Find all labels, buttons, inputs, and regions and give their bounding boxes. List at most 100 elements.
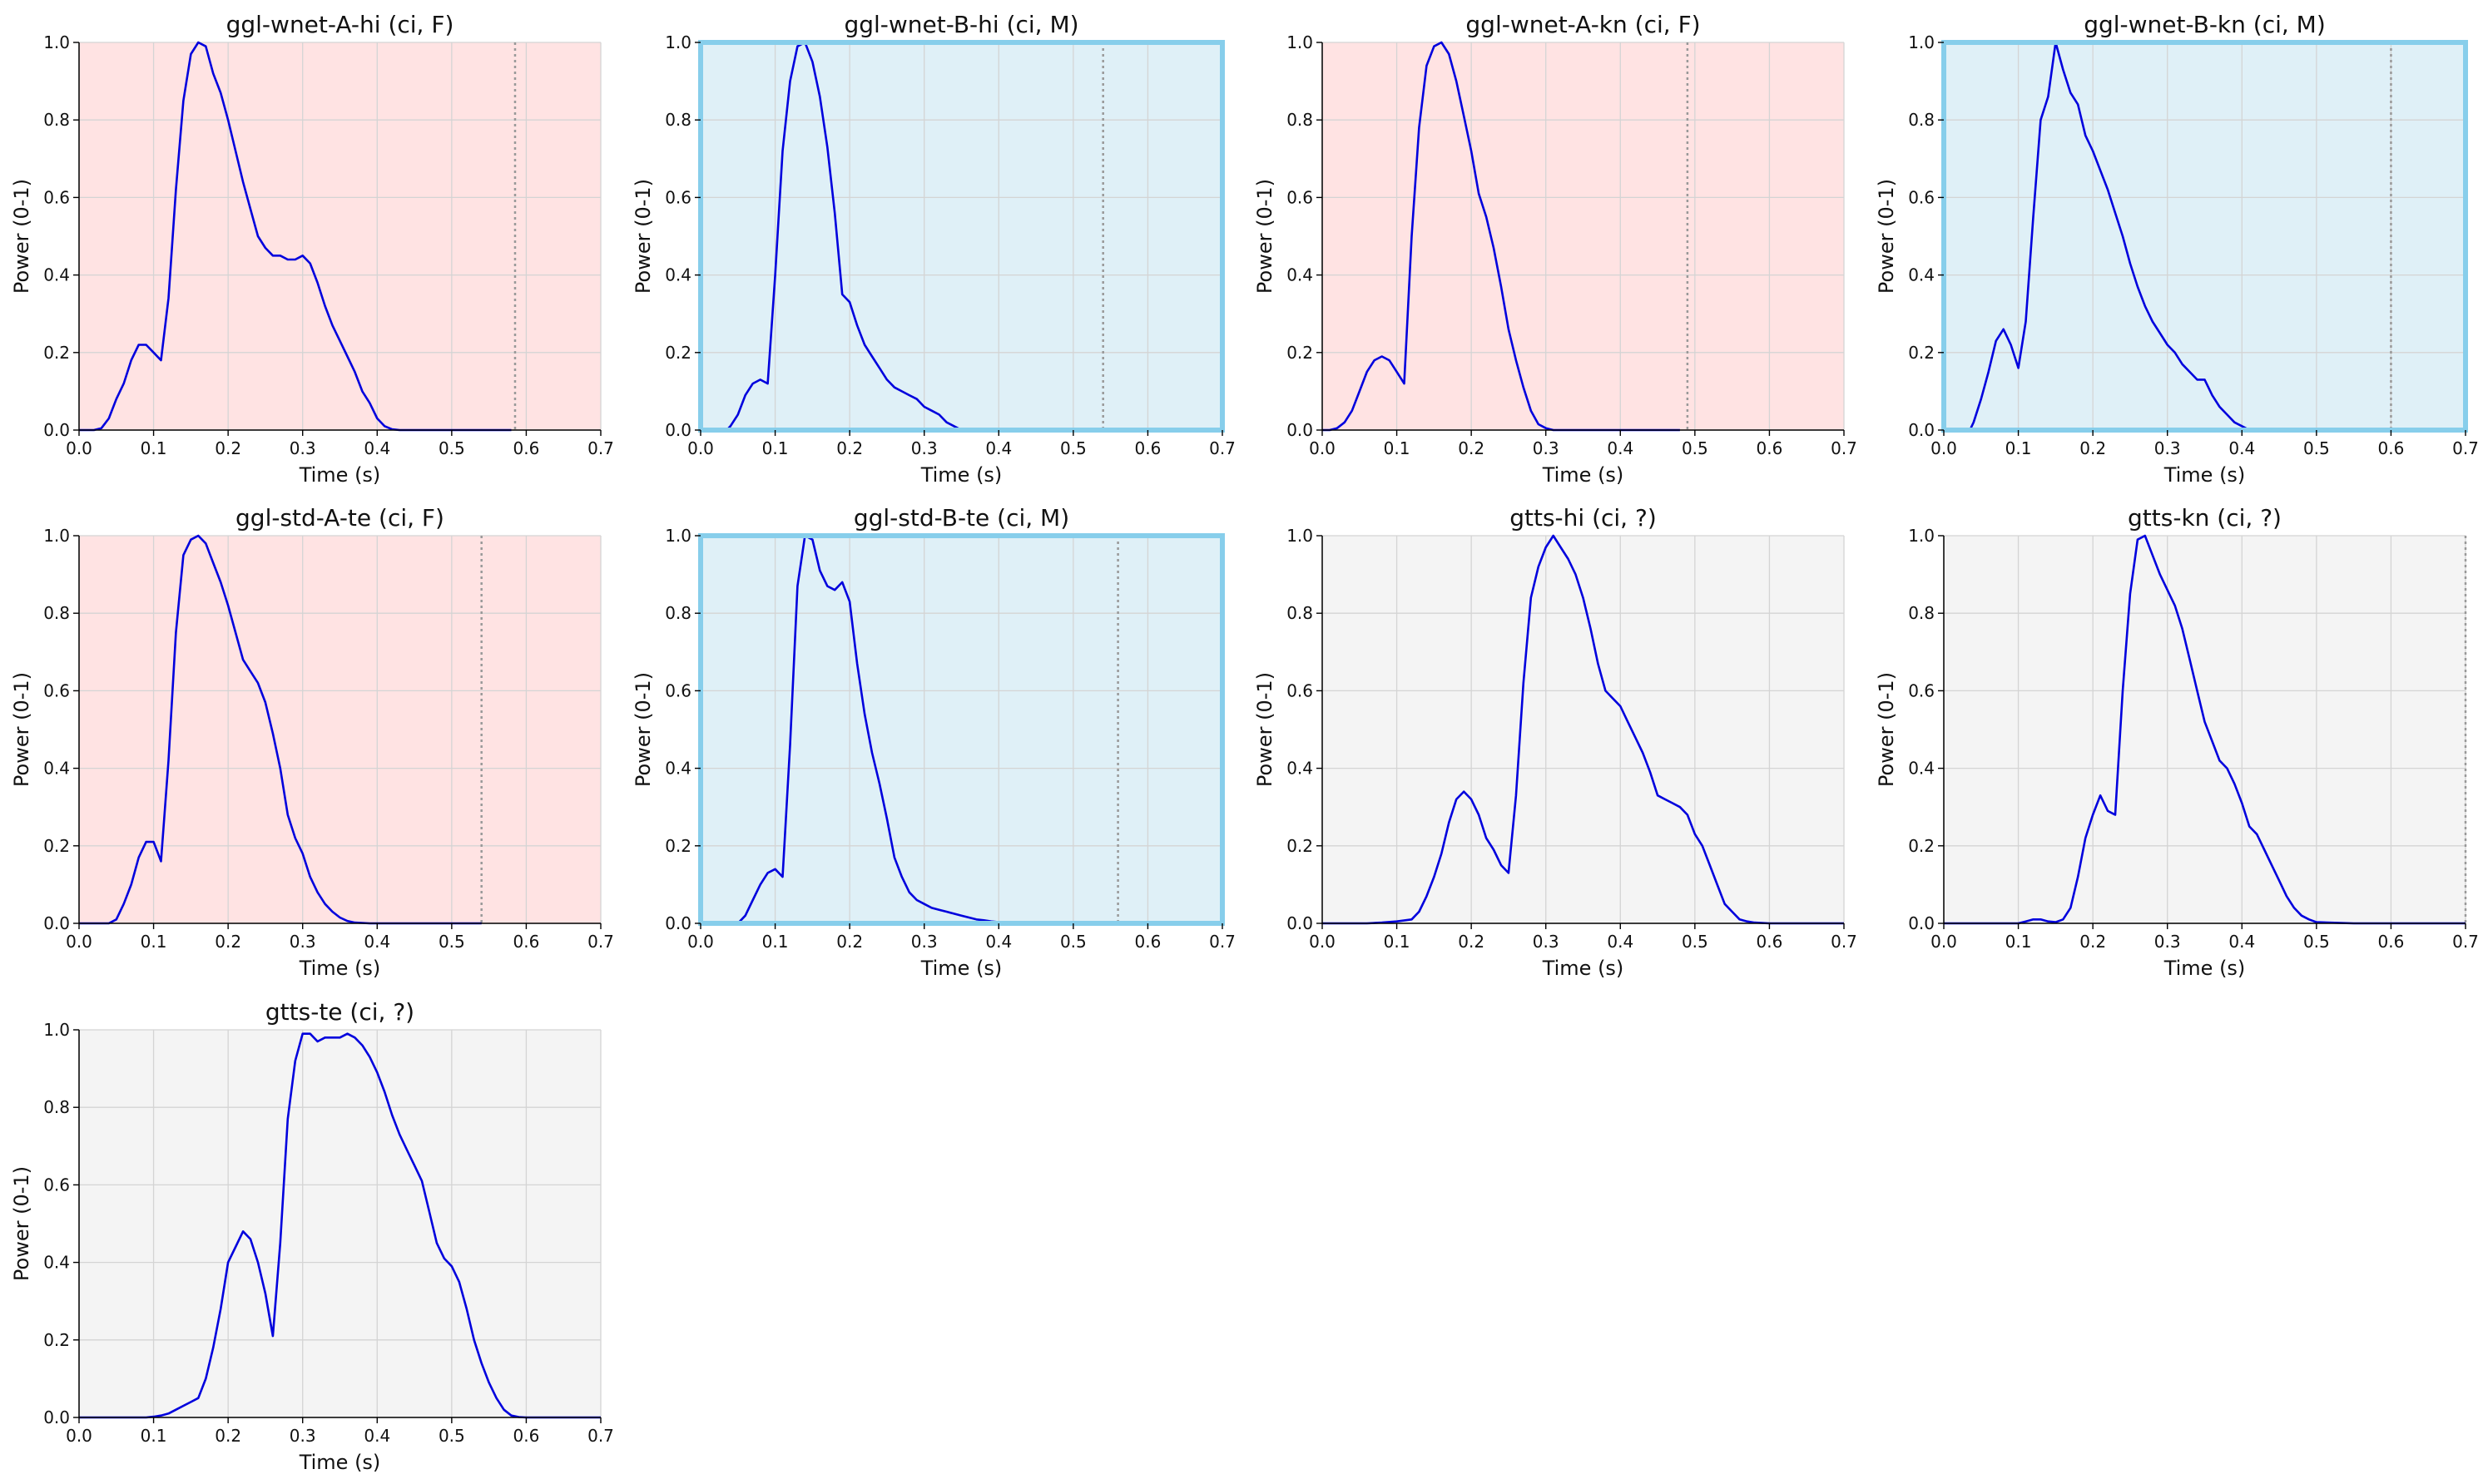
chart-panel: 0.0 0.1 0.2 0.3 0.4 0.5 0.6 0.7 0.0 0.2 0.4 0.6 0.8 1… <box>1865 497 2483 990</box>
x-tick-label: 0.3 <box>290 1426 316 1446</box>
x-tick-label: 0.0 <box>1930 932 1957 952</box>
chart-panel: 0.0 0.1 0.2 0.3 0.4 0.5 0.6 0.7 0.0 0.2 0.4 0.6 0.8 1… <box>1243 497 1865 990</box>
plot-frame <box>698 533 1225 926</box>
x-tick-label: 0.2 <box>836 932 863 952</box>
x-tick-label: 0.3 <box>911 438 938 458</box>
x-tick-label: 0.3 <box>1533 932 1559 952</box>
y-tick-label: 1.0 <box>665 526 691 546</box>
y-tick-label: 0.0 <box>1286 420 1313 440</box>
y-tick-label: 0.0 <box>1286 913 1313 933</box>
x-tick-label: 0.4 <box>985 438 1012 458</box>
x-tick-label: 0.3 <box>1533 438 1559 458</box>
y-tick-label: 1.0 <box>1908 526 1935 546</box>
x-tick-label: 0.6 <box>1135 932 1162 952</box>
y-tick-label: 0.8 <box>1908 110 1935 130</box>
x-tick-label: 0.5 <box>1682 438 1708 458</box>
y-tick-label: 0.8 <box>665 110 691 130</box>
x-tick-label: 0.5 <box>439 1426 465 1446</box>
y-axis-label: Power (0-1) <box>10 672 33 787</box>
plot-background <box>79 42 601 430</box>
y-tick-label: 0.2 <box>43 836 70 856</box>
y-tick-label: 0.6 <box>665 680 691 700</box>
chart-svg: 0.0 0.1 0.2 0.3 0.4 0.5 0.6 0.7 0.0 0.2 0.4 0.6 0.8 1… <box>1875 11 2479 487</box>
plot-frame <box>698 40 1225 433</box>
y-tick-label: 0.6 <box>1908 187 1935 207</box>
plot-background <box>1322 536 1844 923</box>
x-axis-label: Time (s) <box>1542 463 1624 487</box>
y-tick-label: 0.6 <box>43 187 70 207</box>
y-tick-label: 1.0 <box>665 32 691 52</box>
y-tick-label: 0.4 <box>665 265 691 285</box>
x-axis-label: Time (s) <box>299 1451 381 1474</box>
chart-title: ggl-wnet-A-kn (ci, F) <box>1465 11 1700 38</box>
chart-title: ggl-wnet-B-kn (ci, M) <box>2084 11 2326 38</box>
x-tick-label: 0.0 <box>66 1426 92 1446</box>
y-axis-label: Power (0-1) <box>1875 672 1898 787</box>
x-axis-label: Time (s) <box>299 957 381 980</box>
chart-panel: 0.0 0.1 0.2 0.3 0.4 0.5 0.6 0.7 0.0 0.2 0.4 0.6 0.8 1… <box>0 497 622 990</box>
y-axis-label: Power (0-1) <box>632 672 655 787</box>
chart-title: ggl-wnet-A-hi (ci, F) <box>226 11 454 38</box>
y-tick-label: 0.6 <box>43 1175 70 1195</box>
y-tick-label: 0.0 <box>665 913 691 933</box>
chart-title: ggl-std-B-te (ci, M) <box>854 504 1069 532</box>
x-tick-label: 0.7 <box>2452 438 2479 458</box>
y-tick-label: 0.0 <box>665 420 691 440</box>
series-line <box>726 41 984 432</box>
x-tick-label: 0.7 <box>587 438 614 458</box>
x-tick-label: 0.0 <box>687 438 714 458</box>
x-tick-label: 0.4 <box>2228 932 2255 952</box>
x-tick-label: 0.6 <box>1135 438 1162 458</box>
y-tick-label: 0.4 <box>43 759 70 779</box>
x-tick-label: 0.5 <box>1060 932 1087 952</box>
y-axis-label: Power (0-1) <box>1253 179 1276 294</box>
plot-background <box>79 1030 601 1417</box>
x-tick-label: 0.1 <box>141 438 167 458</box>
series-line <box>736 534 1111 925</box>
x-tick-label: 0.0 <box>66 932 92 952</box>
x-tick-label: 0.0 <box>687 932 714 952</box>
x-tick-label: 0.2 <box>215 438 241 458</box>
x-tick-label: 0.4 <box>1607 932 1633 952</box>
x-tick-label: 0.6 <box>513 438 540 458</box>
chart-svg: 0.0 0.1 0.2 0.3 0.4 0.5 0.6 0.7 0.0 0.2 0.4 0.6 0.8 1… <box>10 504 614 980</box>
chart-panel: 0.0 0.1 0.2 0.3 0.4 0.5 0.6 0.7 0.0 0.2 0.4 0.6 0.8 1… <box>1865 3 2483 497</box>
y-tick-label: 0.2 <box>1908 343 1935 363</box>
plot-background <box>701 536 1222 923</box>
x-tick-label: 0.4 <box>1607 438 1633 458</box>
x-tick-label: 0.1 <box>762 932 789 952</box>
chart-svg: 0.0 0.1 0.2 0.3 0.4 0.5 0.6 0.7 0.0 0.2 0.4 0.6 0.8 1… <box>10 998 614 1474</box>
y-tick-label: 0.6 <box>1908 680 1935 700</box>
x-tick-label: 0.2 <box>215 932 241 952</box>
series-line <box>79 534 482 925</box>
y-tick-label: 0.8 <box>43 110 70 130</box>
x-tick-label: 0.3 <box>2154 932 2181 952</box>
x-tick-label: 0.4 <box>364 1426 390 1446</box>
y-tick-label: 0.2 <box>43 1330 70 1350</box>
y-tick-label: 0.6 <box>43 680 70 700</box>
x-tick-label: 0.5 <box>439 932 465 952</box>
x-tick-label: 0.6 <box>2378 932 2405 952</box>
x-tick-label: 0.6 <box>513 1426 540 1446</box>
y-tick-label: 1.0 <box>1286 32 1313 52</box>
series-line <box>1944 534 2466 925</box>
y-tick-label: 0.8 <box>1908 603 1935 623</box>
x-tick-label: 0.7 <box>1209 438 1236 458</box>
x-tick-label: 0.1 <box>141 932 167 952</box>
y-tick-label: 0.8 <box>1286 603 1313 623</box>
chart-svg: 0.0 0.1 0.2 0.3 0.4 0.5 0.6 0.7 0.0 0.2 0.4 0.6 0.8 1… <box>10 11 614 487</box>
x-tick-label: 0.5 <box>1060 438 1087 458</box>
x-tick-label: 0.7 <box>1831 438 1857 458</box>
x-tick-label: 0.4 <box>985 932 1012 952</box>
chart-title: gtts-kn (ci, ?) <box>2128 504 2282 532</box>
x-tick-label: 0.1 <box>1384 932 1410 952</box>
y-tick-label: 1.0 <box>1286 526 1313 546</box>
x-tick-label: 0.3 <box>2154 438 2181 458</box>
x-tick-label: 0.2 <box>1458 438 1484 458</box>
x-tick-label: 0.6 <box>513 932 540 952</box>
y-tick-label: 0.2 <box>43 343 70 363</box>
plot-background <box>1944 42 2466 430</box>
y-tick-label: 1.0 <box>1908 32 1935 52</box>
y-tick-label: 0.4 <box>43 265 70 285</box>
